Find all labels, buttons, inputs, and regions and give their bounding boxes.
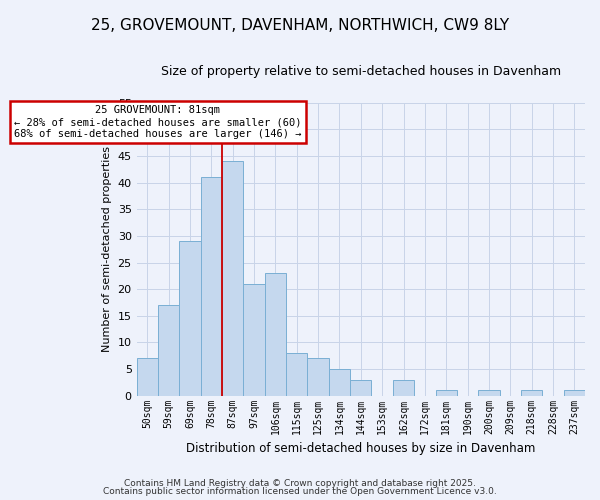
Bar: [329, 369, 350, 396]
Bar: [436, 390, 457, 396]
Text: 25, GROVEMOUNT, DAVENHAM, NORTHWICH, CW9 8LY: 25, GROVEMOUNT, DAVENHAM, NORTHWICH, CW9…: [91, 18, 509, 32]
Bar: [137, 358, 158, 396]
Bar: [350, 380, 371, 396]
Bar: [286, 353, 307, 396]
Bar: [521, 390, 542, 396]
Bar: [244, 284, 265, 396]
Text: 25 GROVEMOUNT: 81sqm
← 28% of semi-detached houses are smaller (60)
68% of semi-: 25 GROVEMOUNT: 81sqm ← 28% of semi-detac…: [14, 106, 302, 138]
Y-axis label: Number of semi-detached properties: Number of semi-detached properties: [102, 146, 112, 352]
Bar: [222, 162, 244, 396]
Bar: [179, 241, 200, 396]
Bar: [563, 390, 585, 396]
Bar: [265, 273, 286, 396]
Bar: [478, 390, 500, 396]
Title: Size of property relative to semi-detached houses in Davenham: Size of property relative to semi-detach…: [161, 65, 561, 78]
Bar: [158, 305, 179, 396]
Bar: [200, 178, 222, 396]
Bar: [393, 380, 414, 396]
Text: Contains public sector information licensed under the Open Government Licence v3: Contains public sector information licen…: [103, 487, 497, 496]
X-axis label: Distribution of semi-detached houses by size in Davenham: Distribution of semi-detached houses by …: [186, 442, 535, 455]
Text: Contains HM Land Registry data © Crown copyright and database right 2025.: Contains HM Land Registry data © Crown c…: [124, 478, 476, 488]
Bar: [307, 358, 329, 396]
